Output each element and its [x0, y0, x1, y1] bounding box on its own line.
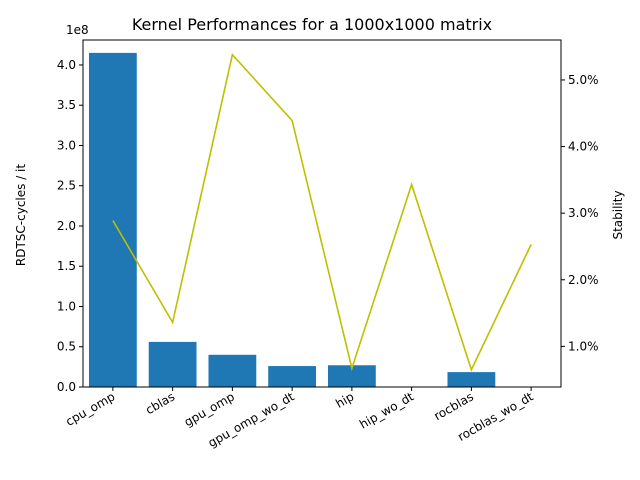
x-tick-label-cblas: cblas	[143, 389, 177, 417]
y-tick-label: 2.5	[57, 179, 76, 193]
y-tick-label: 0.0	[57, 380, 76, 394]
bar-rocblas	[447, 372, 496, 387]
secondary-y-tick-label: 5.0%	[568, 73, 599, 87]
secondary-y-tick-label: 1.0%	[568, 339, 599, 353]
x-tick-label-rocblas: rocblas	[431, 389, 475, 423]
y-tick-label: 0.5	[57, 340, 76, 354]
bars-group	[88, 52, 556, 387]
y-axis-ticks: 0.0 0.5 1.0 1.5 2.0 2.5 3.0 3.5 4.0	[57, 58, 83, 394]
secondary-y-tick-label: 4.0%	[568, 140, 599, 154]
secondary-y-axis-label: Stability	[611, 190, 625, 239]
y-axis-label: RDTSC-cycles / it	[14, 164, 28, 267]
x-tick-label-hip: hip	[333, 389, 356, 410]
x-tick-label-cpu_omp: cpu_omp	[63, 389, 117, 428]
y-tick-label: 4.0	[57, 58, 76, 72]
bar-cblas	[148, 341, 197, 387]
secondary-y-tick-label: 2.0%	[568, 273, 599, 287]
secondary-y-tick-label: 3.0%	[568, 206, 599, 220]
bar-cpu_omp	[88, 52, 137, 387]
stability-line	[112, 52, 532, 372]
bar-hip	[327, 365, 376, 387]
y-tick-label: 3.5	[57, 98, 76, 112]
x-tick-label-gpu_omp: gpu_omp	[182, 389, 237, 429]
y-axis-offset-text: 1e8	[66, 23, 89, 37]
chart-title: Kernel Performances for a 1000x1000 matr…	[132, 15, 492, 34]
y-tick-label: 3.0	[57, 138, 76, 152]
bar-gpu_omp_wo_dt	[268, 366, 317, 387]
secondary-y-axis-ticks: 1.0% 2.0% 3.0% 4.0% 5.0%	[561, 73, 599, 353]
y-tick-label: 1.5	[57, 259, 76, 273]
axes-frame	[82, 39, 562, 388]
bar-gpu_omp	[208, 354, 257, 387]
y-tick-label: 1.0	[57, 299, 76, 313]
x-tick-label-hip_wo_dt: hip_wo_dt	[357, 389, 416, 431]
stability-line-group	[112, 52, 532, 372]
y-tick-label: 2.0	[57, 219, 76, 233]
